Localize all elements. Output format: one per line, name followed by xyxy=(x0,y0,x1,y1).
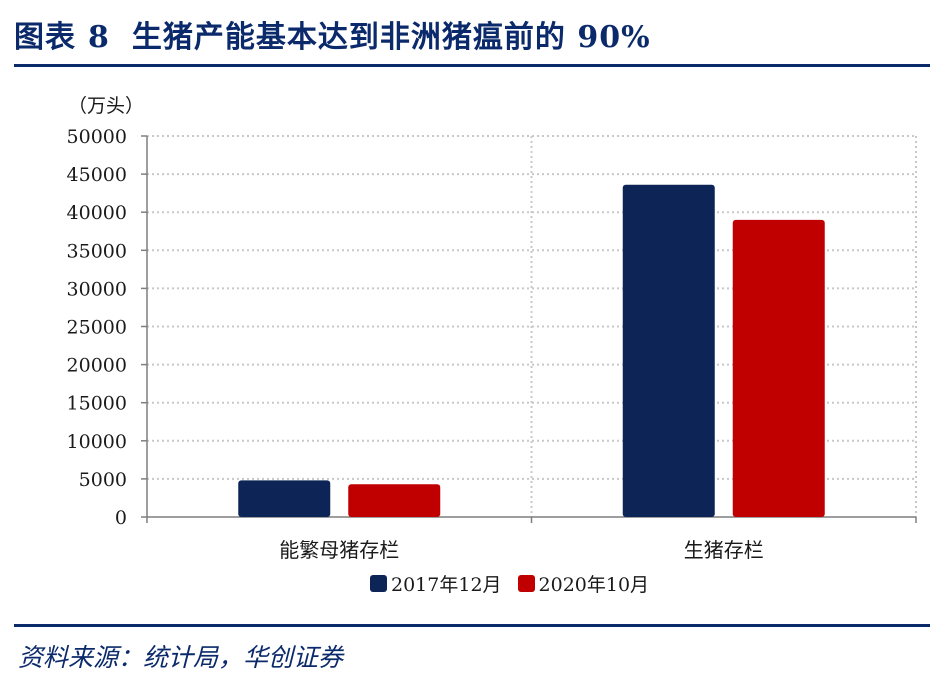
figure-title-text: 生猪产能基本达到非洲猪瘟前的 90% xyxy=(131,20,651,55)
legend-label-2017: 2017年12月 xyxy=(391,574,502,596)
bar-2020-0 xyxy=(348,484,441,517)
x-category-label: 生猪存栏 xyxy=(684,538,764,562)
title-divider xyxy=(14,64,930,67)
chart-legend: 2017年12月 2020年10月 xyxy=(370,570,665,597)
legend-swatch-2017 xyxy=(370,575,387,592)
y-tick-label: 30000 xyxy=(67,278,127,300)
legend-label-2020: 2020年10月 xyxy=(538,574,650,596)
bar-2020-1 xyxy=(732,219,825,517)
figure-number: 8 xyxy=(88,20,110,55)
y-tick-label: 10000 xyxy=(67,431,127,453)
source-note: 资料来源：统计局，华创证券 xyxy=(18,643,344,672)
chart-bars xyxy=(238,184,825,517)
y-tick-label: 50000 xyxy=(67,126,127,148)
bar-2017-0 xyxy=(238,480,331,517)
y-tick-label: 15000 xyxy=(67,393,127,415)
y-tick-label: 45000 xyxy=(67,164,127,186)
footer-divider xyxy=(14,624,930,627)
y-tick-label: 25000 xyxy=(67,317,127,339)
y-unit-label: （万头） xyxy=(68,95,144,117)
y-tick-label: 0 xyxy=(115,507,127,529)
legend-item-2017: 2017年12月 xyxy=(370,570,502,597)
x-category-label: 能繁母猪存栏 xyxy=(279,538,399,562)
bar-2017-1 xyxy=(622,184,715,517)
y-tick-label: 35000 xyxy=(67,240,127,262)
y-tick-label: 5000 xyxy=(79,469,127,491)
figure-label: 图表 xyxy=(14,20,76,55)
figure-title: 图表 8 生猪产能基本达到非洲猪瘟前的 90% xyxy=(14,12,651,56)
legend-swatch-2020 xyxy=(517,575,535,592)
y-tick-label: 40000 xyxy=(67,202,127,224)
y-tick-label: 20000 xyxy=(67,355,127,377)
chart-labels: 0 5000 10000 15000 20000 25000 30000 35000 40000… xyxy=(67,95,764,562)
legend-item-2020: 2020年10月 xyxy=(517,570,650,597)
